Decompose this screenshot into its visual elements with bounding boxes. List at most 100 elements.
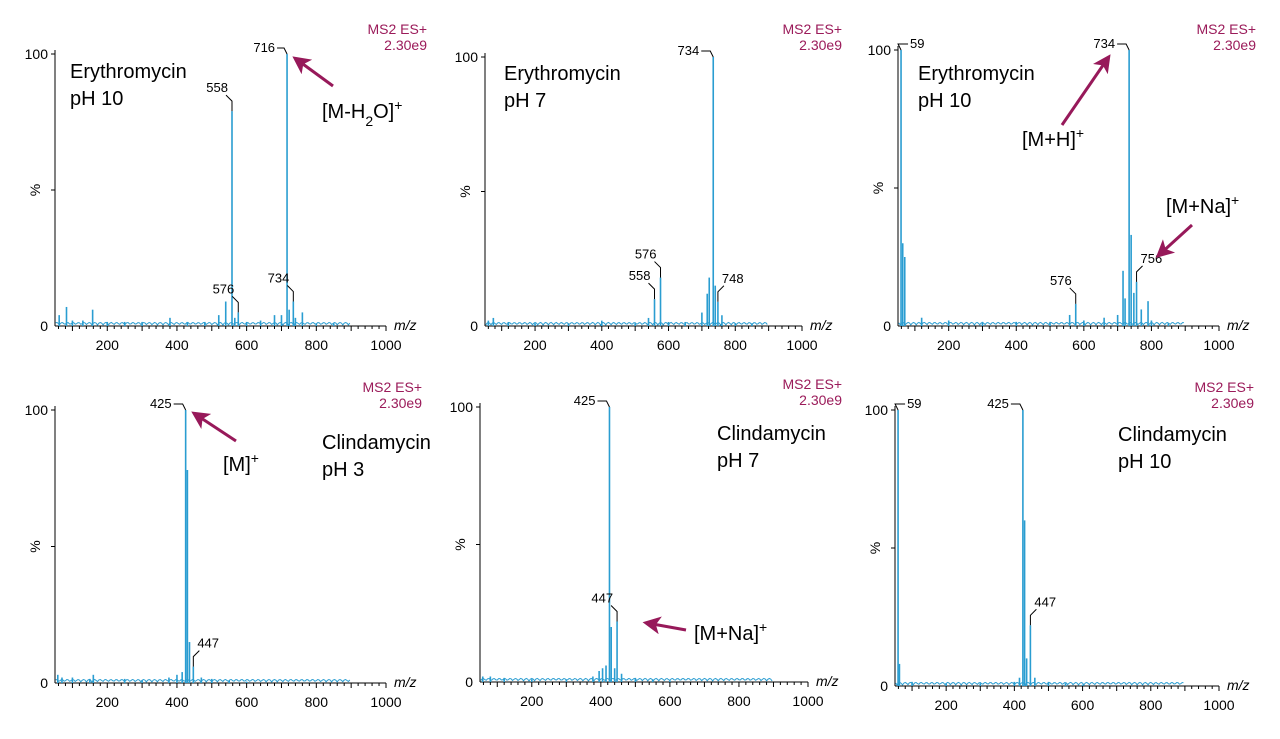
ph-condition: pH 7 (717, 450, 759, 472)
x-tick-label: 1000 (370, 337, 401, 353)
peak-label-leader (1010, 403, 1024, 411)
x-tick-label: 800 (727, 693, 751, 709)
peak-label: 447 (1034, 594, 1056, 609)
x-tick-label: 200 (523, 337, 547, 353)
peak-label-leader (173, 403, 187, 411)
x-tick-label: 600 (658, 693, 682, 709)
intensity-label: 2.30e9 (1211, 395, 1254, 411)
y-tick-label: 0 (470, 318, 478, 334)
intensity-label: 2.30e9 (1213, 37, 1256, 53)
compound-name: Clindamycin (322, 432, 431, 454)
x-tick-label: 800 (1140, 337, 1164, 353)
peak-label: 734 (1093, 36, 1115, 51)
x-axis-label: m/z (394, 317, 417, 333)
x-tick-label: 800 (305, 694, 329, 710)
intensity-label: 2.30e9 (799, 37, 842, 53)
peak-label-leader (648, 282, 656, 300)
ion-annotation: [M]+ (223, 450, 259, 476)
x-tick-label: 200 (96, 694, 120, 710)
baseline-trace (895, 681, 1184, 686)
spectrum-panel: 200 400 600 800 1000 0 100% m/z 716 558 576 734 Eryt… (25, 21, 428, 353)
x-tick-label: 400 (165, 337, 189, 353)
intensity-label: 2.30e9 (379, 395, 422, 411)
annotation-arrow (191, 411, 237, 443)
peak-label-leader (225, 94, 233, 112)
x-tick-label: 600 (1072, 337, 1096, 353)
peak-label-leader (1117, 43, 1130, 51)
peak-label: 447 (591, 591, 613, 606)
scan-mode-label: MS2 ES+ (1196, 21, 1256, 37)
ph-condition: pH 3 (322, 459, 364, 481)
x-tick-label: 400 (1005, 337, 1029, 353)
scan-mode-label: MS2 ES+ (782, 376, 842, 392)
peak-label-leader (610, 605, 618, 622)
ion-annotation: [M+Na]+ (694, 619, 767, 645)
ph-condition: pH 10 (918, 90, 971, 112)
y-tick-label: 100 (455, 49, 479, 65)
compound-name: Erythromycin (504, 63, 621, 85)
peak-label: 716 (253, 40, 275, 55)
x-tick-label: 400 (165, 694, 189, 710)
x-tick-label: 600 (657, 337, 681, 353)
x-tick-label: 200 (520, 693, 544, 709)
peak-label: 558 (629, 268, 651, 283)
peak-label: 558 (206, 80, 228, 95)
y-tick-label: 0 (40, 318, 48, 334)
x-tick-label: 1000 (786, 337, 817, 353)
ph-condition: pH 10 (1118, 451, 1171, 473)
peak-label: 748 (722, 271, 744, 286)
scan-mode-label: MS2 ES+ (782, 21, 842, 37)
annotation-arrow (292, 56, 334, 88)
scan-mode-label: MS2 ES+ (1194, 379, 1254, 395)
x-tick-label: 600 (235, 337, 259, 353)
x-tick-label: 1000 (1203, 337, 1234, 353)
peak-label-leader (717, 285, 725, 302)
peak-label: 425 (574, 393, 596, 408)
x-tick-label: 1000 (370, 694, 401, 710)
y-tick-label: 0 (40, 675, 48, 691)
spectrum-panel: 200 400 600 800 1000 0 100% m/z 425 447 Clindamyci… (25, 379, 431, 710)
peak-label-leader (286, 285, 294, 302)
peak-label: 59 (907, 396, 921, 411)
peak-label-leader (277, 47, 288, 55)
x-tick-label: 400 (1003, 697, 1027, 713)
x-axis-label: m/z (1227, 677, 1250, 693)
y-axis-label: % (870, 182, 886, 194)
peak-label: 59 (910, 36, 924, 51)
peak-label: 734 (678, 43, 700, 58)
x-axis-label: m/z (394, 674, 417, 690)
annotation-arrow (642, 616, 687, 635)
ph-condition: pH 7 (504, 90, 546, 112)
x-tick-label: 400 (590, 337, 614, 353)
annotation-arrow (1155, 223, 1194, 259)
peak-label: 576 (213, 281, 235, 296)
x-tick-label: 600 (235, 694, 259, 710)
scan-mode-label: MS2 ES+ (367, 21, 427, 37)
spectrum-panel: 200 400 600 800 1000 0 100% m/z 59 425 447 Clindamy… (865, 379, 1255, 713)
peak-label: 425 (987, 396, 1009, 411)
y-tick-label: 100 (450, 399, 474, 415)
x-tick-label: 800 (305, 337, 329, 353)
compound-name: Erythromycin (918, 63, 1035, 85)
baseline-trace (55, 321, 351, 326)
y-tick-label: 100 (25, 402, 49, 418)
compound-name: Erythromycin (70, 61, 187, 83)
ph-condition: pH 10 (70, 88, 123, 110)
peak-label-leader (654, 261, 662, 278)
peak-label: 425 (150, 396, 172, 411)
y-axis-label: % (867, 542, 883, 554)
baseline-trace (55, 678, 351, 683)
peak-label-leader (1136, 265, 1143, 282)
x-tick-label: 200 (96, 337, 120, 353)
x-tick-label: 200 (937, 337, 961, 353)
x-tick-label: 400 (589, 693, 613, 709)
peak-label: 447 (197, 636, 219, 651)
peak-label-leader (894, 403, 906, 411)
y-tick-label: 0 (465, 674, 473, 690)
y-tick-label: 100 (868, 42, 892, 58)
peak-label-leader (1069, 287, 1077, 304)
x-axis-label: m/z (1227, 317, 1250, 333)
baseline-trace (480, 677, 773, 682)
annotation-arrow (1060, 54, 1111, 126)
